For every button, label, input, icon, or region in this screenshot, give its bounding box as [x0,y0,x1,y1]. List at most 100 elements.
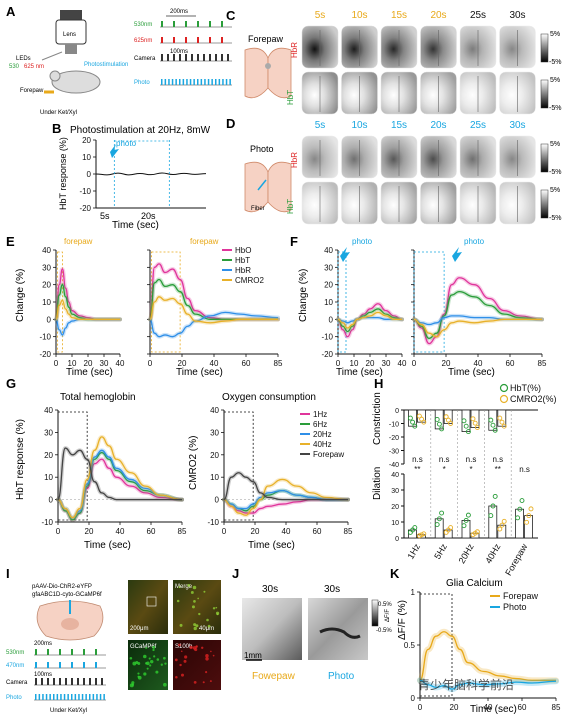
panel-e-xlabel-left: Time (sec) [66,367,113,378]
gcamp-cell-dot [131,683,135,686]
pulse [161,21,163,27]
pulse [71,649,73,655]
pulse [85,694,87,700]
panel-i-scale1: 200μm [130,626,148,632]
pulse [71,694,73,700]
x-tick-label: 20 [450,703,459,712]
panel-i-470nm-label: 470nm [6,663,24,669]
panel-j-vessel-mark [319,627,361,639]
panel-j-imaging: 30s 30s 1mm 0.5% -0.5% ΔF/F Fowepaw Phot… [242,584,392,682]
timing-photo-label: Photo [134,80,150,86]
legend-label-HbO: HbO [235,246,251,255]
bar-dilation-CMRO2(%) [443,529,453,539]
panel-g-ylabel-left: HbT response (%) [15,419,26,500]
pulse [71,662,73,668]
y-tick-label: -20 [321,350,333,359]
pulse [221,37,223,43]
lens-label: Lens [63,32,76,38]
gcamp-cell-dot [160,663,163,666]
y-tick-label: -20 [79,204,91,213]
s100b-cell-dot [210,650,212,653]
point-constriction-HbT(%) [461,418,467,424]
panel-c-time-5s: 5s [315,10,326,21]
panel-k-axes: 1 0.5 00 20 40 60 85 [404,588,561,712]
bar-dilation-HbT(%) [407,529,417,539]
s100b-cell-dot [209,680,212,683]
stimulus-window [223,411,254,521]
pulse [47,678,49,685]
x-tick-label: 40 [116,359,125,368]
merge-cell-dot [195,624,199,628]
gcamp-cell-dot [163,682,167,687]
series-line-CMRO2 [149,296,278,324]
stimulus-window [413,251,445,353]
panel-d-colorbar-bottom [540,189,549,219]
panel-letter-i: I [6,566,10,581]
point-constriction-CMRO2(%) [497,415,503,421]
x-tick-label: 0 [54,359,59,368]
x-tick-label: 85 [274,359,283,368]
pulse [207,79,210,85]
y-tick-label: 30 [324,263,333,272]
stimulus-window [337,251,347,353]
panel-i-gcamp-label: GCaMP6f [130,644,157,650]
panel-k-ylabel: ΔF/F (%) [397,600,408,640]
s100b-cell-dot [180,650,183,653]
y-tick-label: 40 [210,406,219,415]
panel-letter-j: J [232,566,239,581]
pulse [47,662,49,668]
panel-i-pulses-530nm [34,649,106,656]
x-tick-label: 20 [85,527,94,536]
gcamp-cell-dot [137,675,142,680]
point-constriction-HbT(%) [463,423,469,429]
pulse [99,694,102,700]
pulse [53,678,55,685]
pulse [42,694,44,700]
point-constriction-CMRO2(%) [499,419,505,425]
pulse [59,662,61,668]
legend-label-6Hz: 6Hz [313,420,327,429]
panel-k-chart: Glia Calcium 1 0.5 00 20 40 60 85 ΔF/F (%) Tim… [397,578,561,715]
merge-cell-dot [197,597,199,600]
pulse [161,54,163,61]
point-dilation-CMRO2(%) [526,513,532,519]
gcamp-cell-dot [149,664,152,667]
legend-label-20Hz: 20Hz [313,430,332,439]
camera-icon [60,10,82,20]
panel-e-xlabel-right: Time (sec) [176,367,223,378]
point-constriction-HbT(%) [465,429,471,435]
forepaw-label: Forepaw [20,88,44,94]
gcamp-cell-dot [143,654,147,659]
series-line-Forepaw [57,447,183,501]
panel-b-tick-5s: 5s [100,211,110,221]
pulse [179,54,181,61]
panel-d-time-10s: 10s [351,120,367,131]
pulse [77,678,79,685]
panel-i-virus2-label: gfaABC1D-cyto-GCaMP6f [32,592,102,598]
s100b-cell-dot [205,653,209,658]
y-tick-label: 10 [82,153,91,162]
x-tick-label: 40 [210,359,219,368]
pulse [215,54,217,61]
x-tick-label: 85 [344,527,353,536]
merge-cell-dot [193,626,197,631]
y-tick-label: 20 [42,281,51,290]
gcamp-cell-dot [146,667,149,670]
pulse [221,54,223,61]
y-tick-label: 0 [47,315,52,324]
point-constriction-HbT(%) [412,423,418,429]
series-line-40Hz [57,436,183,519]
panel-c-time-10s: 10s [351,10,367,21]
pulse [186,79,188,85]
merge-cell-dot [206,618,209,622]
pulse [173,37,175,43]
series-line-6Hz [57,451,183,521]
pulse [209,21,211,27]
panel-j-forepaw-image [242,598,302,660]
pulse [191,54,193,61]
merge-cell-dot [198,612,201,616]
x-tick-label: 0 [418,703,423,712]
pulse [211,79,213,85]
gcamp-cell-dot [143,672,147,676]
panel-d-hbt-label: HbT [286,199,295,214]
